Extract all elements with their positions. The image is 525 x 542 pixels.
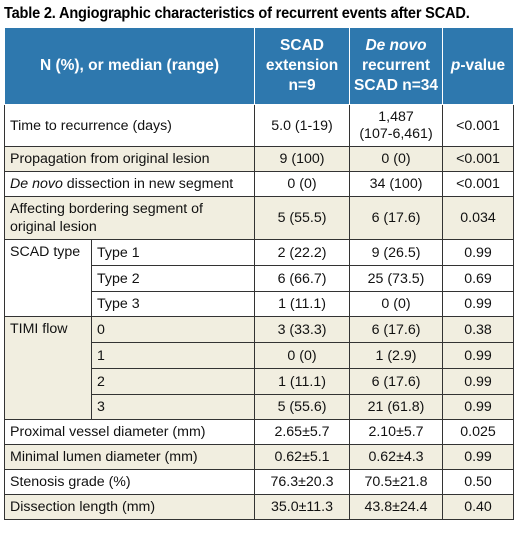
cell-de-novo: 25 (73.5): [349, 265, 444, 292]
header-scad-extension: SCAD extension n=9: [254, 27, 351, 105]
cell-p-value: 0.025: [442, 419, 515, 445]
cell-p-value: 0.99: [442, 444, 515, 470]
cell-extension: 5.0 (1-19): [254, 104, 351, 147]
cell-extension: 9 (100): [254, 146, 351, 172]
row-label: Stenosis grade (%): [3, 469, 256, 495]
header-scad-extension-line2: extension: [265, 57, 339, 74]
sub-label: Type 3: [90, 291, 256, 317]
group-label-scad-type: SCAD type: [4, 239, 92, 317]
cell-p-value: 0.99: [442, 291, 515, 317]
sub-label: Type 1: [90, 239, 256, 266]
cell-extension: 5 (55.5): [254, 196, 351, 240]
cell-de-novo: 21 (61.8): [349, 394, 444, 420]
cell-p-value: <0.001: [442, 171, 515, 197]
row-label: Minimal lumen diameter (mm): [3, 444, 256, 470]
cell-de-novo: 9 (26.5): [349, 239, 444, 266]
table-row: 3 5 (55.6) 21 (61.8) 0.99: [5, 394, 515, 420]
cell-de-novo: 70.5±21.8: [349, 469, 444, 495]
header-measure: N (%), or median (range): [3, 27, 256, 105]
header-scad-extension-line1: SCAD: [280, 37, 324, 54]
table-row: Time to recurrence (days) 5.0 (1-19) 1,4…: [3, 104, 515, 147]
table-row: Propagation from original lesion 9 (100)…: [3, 146, 515, 172]
table-container: Table 2. Angiographic characteristics of…: [3, 0, 518, 520]
table-row: Type 3 1 (11.1) 0 (0) 0.99: [5, 291, 515, 317]
table-row: Stenosis grade (%) 76.3±20.3 70.5±21.8 0…: [3, 469, 515, 495]
row-label: Propagation from original lesion: [3, 146, 256, 172]
cell-extension: 2.65±5.7: [254, 419, 351, 445]
sub-label: 0: [90, 316, 256, 343]
row-label: Time to recurrence (days): [3, 104, 256, 147]
row-label: Affecting bordering segment of original …: [3, 196, 256, 240]
cell-de-novo: 1,487 (107-6,461): [349, 104, 444, 147]
header-de-novo-line1: De novo: [365, 37, 427, 54]
header-p-value: p-value: [442, 27, 515, 105]
table-row: 2 1 (11.1) 6 (17.6) 0.99: [5, 368, 515, 395]
header-row: N (%), or median (range) SCAD extension …: [3, 27, 515, 105]
header-de-novo-line2: recurrent: [361, 57, 431, 74]
cell-de-novo: 34 (100): [349, 171, 444, 197]
header-scad-extension-line3: n=9: [288, 77, 316, 94]
cell-de-novo: 6 (17.6): [349, 368, 444, 395]
cell-extension: 1 (11.1): [254, 368, 351, 395]
table-row: Affecting bordering segment of original …: [3, 196, 515, 240]
cell-extension: 3 (33.3): [254, 316, 351, 343]
cell-p-value: <0.001: [442, 146, 515, 172]
cell-extension: 0 (0): [254, 342, 351, 369]
cell-p-value: 0.50: [442, 469, 515, 495]
sub-label: 3: [90, 394, 256, 420]
cell-extension: 5 (55.6): [254, 394, 351, 420]
characteristics-table: N (%), or median (range) SCAD extension …: [3, 27, 515, 520]
table-row: SCAD type Type 1 2 (22.2) 9 (26.5) 0.99: [4, 239, 515, 317]
cell-de-novo-line1: 1,487: [378, 108, 414, 125]
cell-de-novo: 0 (0): [349, 291, 444, 317]
sub-label: 2: [90, 368, 256, 395]
table-row: Dissection length (mm) 35.0±11.3 43.8±24…: [3, 494, 515, 520]
cell-p-value: 0.034: [442, 196, 515, 240]
table-row: TIMI flow 0 3 (33.3) 6 (17.6) 0.38: [4, 316, 515, 420]
cell-de-novo-line2: (107-6,461): [359, 125, 433, 142]
cell-p-value: 0.99: [442, 342, 515, 369]
table-row: Proximal vessel diameter (mm) 2.65±5.7 2…: [3, 419, 515, 445]
row-label-rest: dissection in new segment: [62, 176, 234, 192]
header-p-italic: p: [450, 57, 461, 74]
cell-de-novo: 6 (17.6): [349, 196, 444, 240]
cell-p-value: 0.99: [442, 394, 515, 420]
cell-de-novo: 2.10±5.7: [349, 419, 444, 445]
cell-de-novo: 1 (2.9): [349, 342, 444, 369]
cell-p-value: <0.001: [442, 104, 515, 147]
header-p-rest: -value: [460, 57, 506, 74]
header-de-novo: De novo recurrent SCAD n=34: [349, 27, 444, 105]
sub-label: 1: [90, 342, 256, 369]
group-label-timi-flow: TIMI flow: [4, 316, 92, 420]
cell-p-value: 0.38: [442, 316, 515, 343]
cell-p-value: 0.99: [442, 368, 515, 395]
row-label: De novo dissection in new segment: [3, 171, 256, 197]
cell-p-value: 0.40: [442, 494, 515, 520]
cell-de-novo: 0.62±4.3: [349, 444, 444, 470]
row-label-italic: De novo: [10, 176, 63, 192]
cell-extension: 1 (11.1): [254, 291, 351, 317]
row-label-line2: original lesion: [10, 219, 97, 235]
cell-de-novo: 6 (17.6): [349, 316, 444, 343]
cell-extension: 35.0±11.3: [254, 494, 351, 520]
cell-de-novo: 0 (0): [349, 146, 444, 172]
header-de-novo-line3: SCAD n=34: [354, 77, 439, 94]
row-label-line1: Affecting bordering segment of: [10, 201, 203, 217]
table-row: Type 2 6 (66.7) 25 (73.5) 0.69: [5, 265, 515, 292]
table-row: Minimal lumen diameter (mm) 0.62±5.1 0.6…: [3, 444, 515, 470]
cell-extension: 2 (22.2): [254, 239, 351, 266]
cell-extension: 0.62±5.1: [254, 444, 351, 470]
table-caption: Table 2. Angiographic characteristics of…: [4, 5, 470, 22]
cell-extension: 0 (0): [254, 171, 351, 197]
cell-p-value: 0.69: [442, 265, 515, 292]
cell-p-value: 0.99: [442, 239, 515, 266]
cell-extension: 76.3±20.3: [254, 469, 351, 495]
row-label: Proximal vessel diameter (mm): [3, 419, 256, 445]
sub-label: Type 2: [90, 265, 256, 292]
cell-extension: 6 (66.7): [254, 265, 351, 292]
cell-de-novo: 43.8±24.4: [349, 494, 444, 520]
table-row: De novo dissection in new segment 0 (0) …: [3, 171, 515, 197]
row-label: Dissection length (mm): [3, 494, 256, 520]
